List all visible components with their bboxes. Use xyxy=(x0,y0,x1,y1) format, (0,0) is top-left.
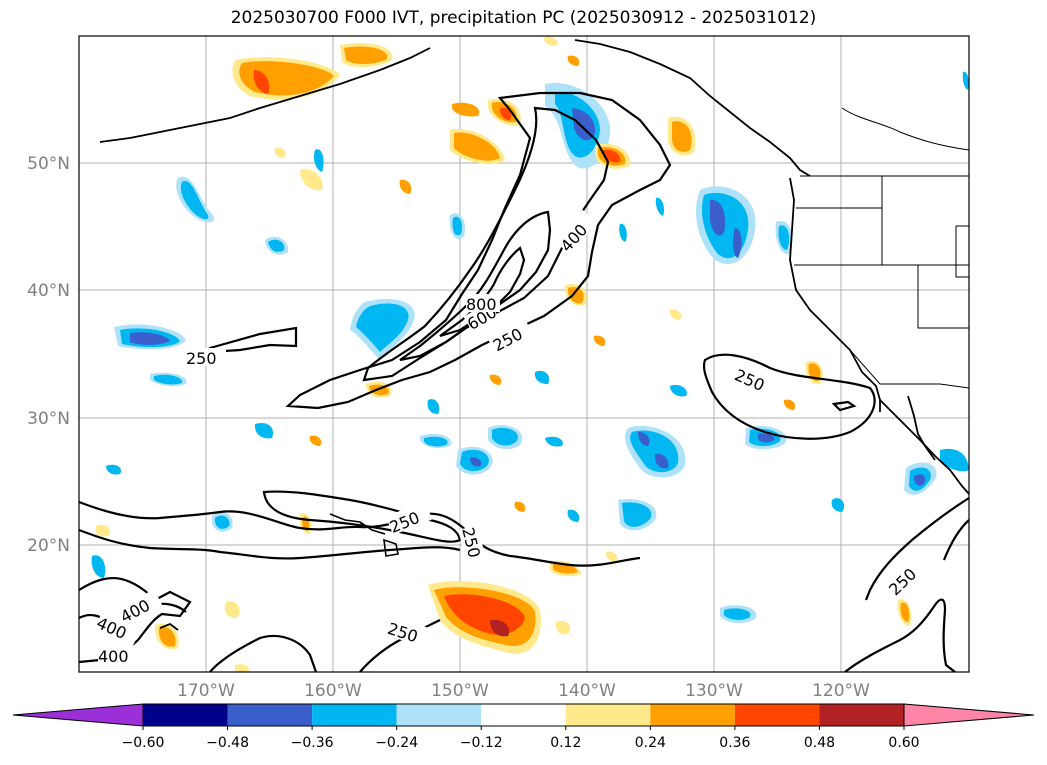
lon-label-160w: 160°W xyxy=(304,681,362,701)
colorbar-tick-label: 0.48 xyxy=(804,735,835,751)
colorbar-tick-label: −0.60 xyxy=(122,735,165,751)
colorbar-tick-label: −0.24 xyxy=(375,735,418,751)
colorbar-segment xyxy=(565,704,651,726)
colorbar-segment xyxy=(819,704,904,726)
contour-label-400-sw3: 400 xyxy=(98,647,129,666)
colorbar-tick-label: −0.12 xyxy=(460,735,503,751)
colorbar-tick-label: −0.48 xyxy=(206,735,249,751)
plot-frame xyxy=(78,35,970,673)
colorbar-segment xyxy=(227,704,313,726)
colorbar-segment xyxy=(143,704,228,726)
coastlines xyxy=(99,39,969,631)
map-title: 2025030700 F000 IVT, precipitation PC (2… xyxy=(230,8,817,28)
colorbar-segment xyxy=(650,704,735,726)
colorbar-segment xyxy=(481,704,566,726)
lat-label-40n: 40°N xyxy=(27,281,70,301)
colorbar-tick-label: 0.36 xyxy=(719,735,750,751)
precip-positive-regions xyxy=(95,36,912,672)
lon-label-150w: 150°W xyxy=(431,681,489,701)
colorbar-tick-label: 0.24 xyxy=(635,735,666,751)
longitude-axis: 170°W 160°W 150°W 140°W 130°W 120°W xyxy=(177,681,870,701)
colorbar-tick-label: 0.12 xyxy=(550,735,581,751)
colorbar-frame xyxy=(142,703,905,727)
lat-label-20n: 20°N xyxy=(27,536,70,556)
plot-area xyxy=(79,36,969,672)
latitude-axis: 50°N 40°N 30°N 20°N xyxy=(27,154,70,556)
state-borders xyxy=(794,107,969,389)
contour-label-250-west: 250 xyxy=(186,349,217,368)
colorbar-segment xyxy=(734,704,820,726)
lon-label-130w: 130°W xyxy=(685,681,743,701)
colorbar-extend-low xyxy=(12,703,144,727)
lon-label-140w: 140°W xyxy=(558,681,616,701)
colorbar-tick-label: −0.36 xyxy=(291,735,334,751)
lat-label-30n: 30°N xyxy=(27,409,70,429)
lon-label-120w: 120°W xyxy=(812,681,870,701)
colorbar-segment xyxy=(396,704,482,726)
precip-negative-regions xyxy=(91,71,969,624)
colorbar: −0.60 −0.48 −0.36 −0.24 −0.12 0.12 0.24 0.36 0.4… xyxy=(12,703,1035,751)
colorbar-segment xyxy=(312,704,397,726)
lon-label-170w: 170°W xyxy=(177,681,235,701)
lat-label-50n: 50°N xyxy=(27,154,70,174)
contour-label-800: 800 xyxy=(466,295,497,314)
colorbar-extend-high xyxy=(903,703,1035,727)
colorbar-tick-label: 0.60 xyxy=(888,735,919,751)
